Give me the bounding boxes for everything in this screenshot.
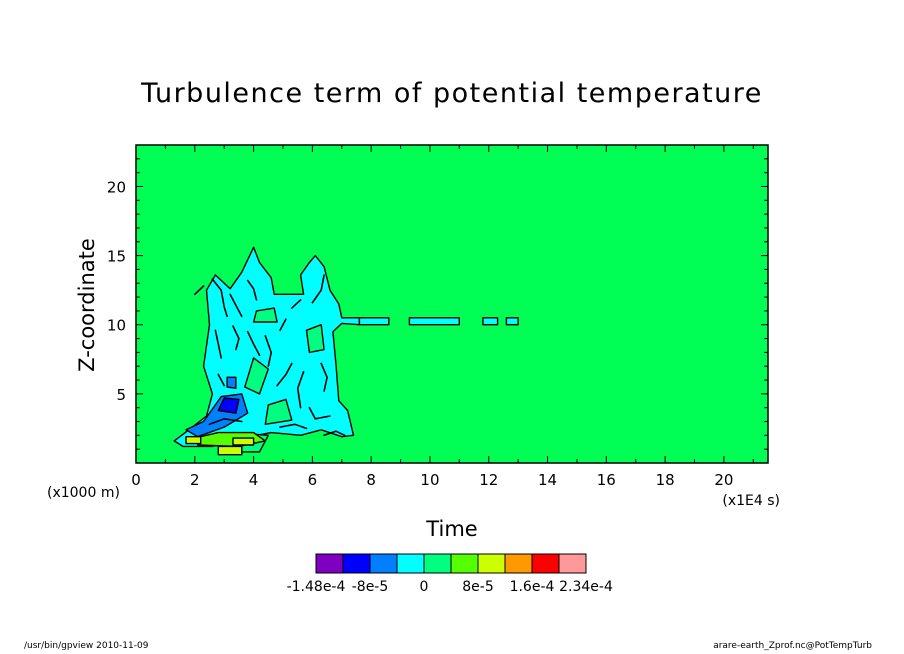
contour-lines bbox=[194, 274, 346, 437]
colorbar-tick-label: -8e-5 bbox=[352, 579, 389, 595]
colorbar: -1.48e-4 -8e-5 0 8e-5 1.6e-4 2.34e-4 bbox=[287, 553, 613, 595]
contour-region-cyan-1 bbox=[358, 317, 390, 326]
colorbar-tick-label: 2.34e-4 bbox=[559, 579, 613, 595]
colorbar-swatch bbox=[369, 553, 398, 574]
colorbar-swatch bbox=[423, 553, 452, 574]
y-axis: 5 10 15 20 bbox=[107, 158, 768, 450]
y-tick-label: 15 bbox=[107, 248, 126, 266]
contour-line-18 bbox=[279, 318, 287, 332]
contour-line-13 bbox=[208, 417, 243, 426]
y-tick-label: 5 bbox=[116, 386, 126, 404]
colorbar-swatch bbox=[396, 553, 425, 574]
contour-region-darkblue-12 bbox=[217, 397, 240, 414]
contour-region-green-7 bbox=[305, 324, 325, 354]
colorbar-tick-label: -1.48e-4 bbox=[287, 579, 346, 595]
colorbar-swatch bbox=[531, 553, 560, 574]
colorbar-swatch bbox=[558, 553, 587, 574]
x-axis: 0 2 4 6 8 10 12 14 16 18 20 bbox=[131, 145, 754, 489]
y-axis-label: Z-coordinate bbox=[75, 238, 99, 372]
colorbar-tick-label: 8e-5 bbox=[462, 579, 493, 595]
contour-line-7 bbox=[217, 373, 225, 387]
colorbar-swatch bbox=[477, 553, 506, 574]
x-tick-label: 10 bbox=[420, 471, 439, 489]
x-axis-label: Time bbox=[425, 517, 477, 541]
contour-region-yellow-16 bbox=[232, 437, 255, 446]
contour-line-17 bbox=[290, 299, 302, 309]
contour-region-cyan-2 bbox=[408, 317, 460, 326]
contour-line-6 bbox=[264, 334, 273, 368]
contour-line-16 bbox=[194, 285, 205, 296]
contour-line-11 bbox=[320, 362, 328, 392]
contour-fill-regions bbox=[173, 246, 519, 456]
contour-line-3 bbox=[214, 329, 222, 359]
contour-line-2 bbox=[246, 279, 258, 301]
y-unit-note: (x1000 m) bbox=[47, 485, 120, 501]
plot-frame bbox=[135, 144, 769, 464]
colorbar-swatch bbox=[342, 553, 371, 574]
plot-area bbox=[135, 144, 769, 464]
x-tick-label: 14 bbox=[538, 471, 557, 489]
contour-line-1 bbox=[229, 293, 243, 318]
contour-line-4 bbox=[232, 325, 240, 351]
x-tick-label: 18 bbox=[656, 471, 675, 489]
footer-left: /usr/bin/gpview 2010-11-09 bbox=[24, 641, 149, 651]
contour-line-8 bbox=[276, 362, 293, 387]
colorbar-tick-label: 1.6e-4 bbox=[510, 579, 555, 595]
footer-right: arare-earth_Zprof.nc@PotTempTurb bbox=[713, 641, 872, 651]
x-tick-label: 12 bbox=[479, 471, 498, 489]
contour-region-green-6 bbox=[244, 357, 269, 395]
colorbar-swatch bbox=[450, 553, 479, 574]
contour-region-yellow-14 bbox=[185, 436, 202, 445]
contour-line-5 bbox=[246, 330, 261, 357]
colorbar-swatch bbox=[315, 553, 344, 574]
x-tick-label: 6 bbox=[308, 471, 318, 489]
colorbar-swatch bbox=[504, 553, 533, 574]
contour-line-14 bbox=[279, 423, 308, 430]
y-tick-label: 20 bbox=[107, 178, 126, 196]
x-tick-label: 16 bbox=[597, 471, 616, 489]
y-tick-label: 10 bbox=[107, 317, 126, 335]
contour-line-9 bbox=[296, 370, 305, 409]
x-tick-label: 2 bbox=[190, 471, 200, 489]
contour-region-yellow-15 bbox=[217, 445, 243, 456]
x-tick-label: 8 bbox=[366, 471, 376, 489]
contour-region-blue-11 bbox=[226, 376, 237, 389]
contour-region-cyan-3 bbox=[482, 317, 499, 326]
contour-line-12 bbox=[308, 406, 331, 420]
contour-line-0 bbox=[211, 278, 228, 318]
contour-region-green-5 bbox=[252, 307, 278, 323]
contour-region-green-8 bbox=[264, 398, 293, 425]
x-tick-label: 4 bbox=[249, 471, 259, 489]
chart-title: Turbulence term of potential temperature bbox=[140, 78, 763, 109]
x-tick-label: 0 bbox=[131, 471, 141, 489]
x-unit-note: (x1E4 s) bbox=[722, 493, 780, 509]
x-tick-label: 20 bbox=[714, 471, 733, 489]
colorbar-tick-label: 0 bbox=[420, 579, 429, 595]
contour-line-10 bbox=[311, 274, 325, 304]
contour-region-cyan-4 bbox=[505, 317, 519, 326]
contour-line-15 bbox=[323, 430, 346, 437]
